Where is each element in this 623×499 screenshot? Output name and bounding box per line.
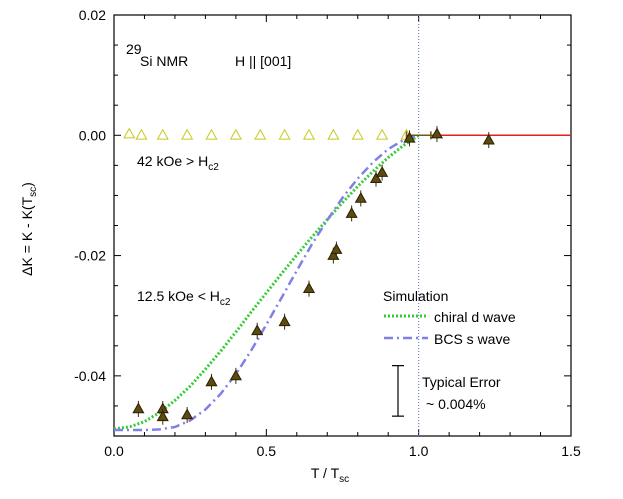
- data-point-12koe: [403, 131, 416, 143]
- y-axis-label-tail: ): [19, 182, 35, 187]
- data-point-42koe: [229, 128, 242, 140]
- data-point-42koe: [123, 127, 136, 139]
- data-point-12koe: [482, 133, 495, 145]
- data-point-42koe: [156, 128, 169, 140]
- series-label-42koe-sub: c2: [208, 162, 219, 173]
- data-point-42koe: [376, 128, 389, 140]
- data-point-42koe: [254, 128, 267, 140]
- nucleus-label: Si NMR: [140, 53, 188, 69]
- series-label-12koe-base: 12.5 kOe < H: [137, 288, 220, 304]
- plot-area: 0.0 0.5 1.0 1.5 0.02 0.00 -0.02 -0.04: [74, 7, 581, 459]
- data-point-12koe: [205, 375, 218, 387]
- x-axis-label-base: T / T: [311, 465, 340, 481]
- x-tick-label: 0.5: [257, 443, 277, 459]
- series-label-12koe: 12.5 kOe < Hc2: [137, 288, 231, 308]
- data-point-12koe: [132, 402, 145, 414]
- x-axis-label: T / Tsc: [311, 465, 349, 485]
- data-point-42koe: [278, 128, 291, 140]
- data-point-12koe: [251, 324, 264, 336]
- data-point-12koe: [156, 410, 169, 422]
- data-point-12koe: [430, 127, 444, 139]
- nucleus-sup: 29: [126, 41, 142, 57]
- data-point-12koe: [369, 172, 383, 183]
- x-tick-label: 0.0: [104, 443, 124, 459]
- series-label-12koe-sub: c2: [220, 297, 231, 308]
- data-point-42koe: [135, 128, 148, 140]
- data-point-12koe: [181, 408, 194, 420]
- simulation-title: Simulation: [383, 288, 448, 304]
- data-point-12koe: [330, 243, 343, 254]
- data-point-42koe: [181, 128, 194, 140]
- data-point-12koe: [302, 282, 316, 293]
- legend-chiral-label: chiral d wave: [434, 309, 516, 325]
- x-tick-label: 1.5: [561, 443, 581, 459]
- data-point-12koe: [376, 166, 389, 177]
- data-point-12koe: [354, 191, 367, 203]
- y-tick-label: -0.04: [74, 368, 106, 384]
- x-axis-label-sub: sc: [339, 474, 349, 485]
- y-tick-label: 0.00: [79, 127, 106, 143]
- plot-frame: [113, 14, 572, 437]
- data-point-42koe: [302, 128, 316, 140]
- series-label-42koe: 42 kOe > Hc2: [137, 153, 219, 173]
- simulation-curve-chiral-d: [113, 134, 420, 431]
- x-tick-label: 1.0: [409, 443, 429, 459]
- data-point-12koe: [229, 369, 242, 381]
- series-label-42koe-base: 42 kOe > H: [137, 153, 208, 169]
- data-point-42koe: [351, 128, 364, 140]
- data-point-12koe: [278, 315, 291, 327]
- field-orientation: H || [001]: [235, 53, 291, 69]
- legend-bcs-label: BCS s wave: [434, 331, 510, 347]
- y-axis-label-sub: sc: [28, 187, 39, 197]
- y-axis-label-base: ΔK = K - K(T: [19, 196, 35, 275]
- typical-error-value: ~ 0.004%: [426, 396, 486, 412]
- y-axis-label: ΔK = K - K(Tsc): [19, 182, 39, 276]
- data-point-42koe: [205, 128, 218, 140]
- typical-error-label: Typical Error: [422, 374, 501, 390]
- data-point-42koe: [327, 128, 340, 140]
- y-tick-label: -0.02: [74, 248, 106, 264]
- y-tick-label: 0.02: [79, 7, 106, 23]
- data-point-12koe: [345, 206, 358, 218]
- simulation-curve-bcs-s: [114, 134, 420, 432]
